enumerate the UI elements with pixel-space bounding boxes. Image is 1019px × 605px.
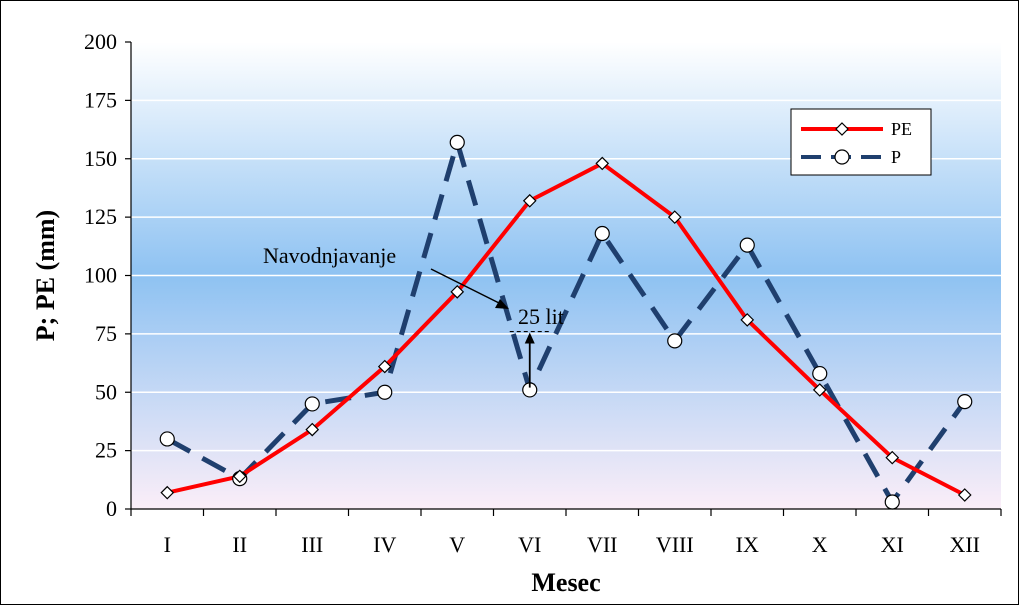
- x-tick-label: V: [449, 532, 465, 557]
- y-tick-label: 175: [84, 87, 117, 112]
- p-marker: [812, 365, 828, 382]
- legend-box: [790, 108, 932, 176]
- annotations: Navodnjavanje 25 lit: [263, 243, 564, 388]
- y-tick-label: 50: [95, 379, 117, 404]
- p-series-line: [166, 139, 967, 505]
- p-marker: [159, 431, 175, 447]
- legend-label: PE: [891, 119, 912, 139]
- y-tick-label: 100: [84, 263, 117, 288]
- p-marker: [957, 393, 973, 410]
- legend: PE P: [790, 108, 932, 176]
- pe-marker: [667, 210, 682, 224]
- p-marker: [449, 134, 465, 151]
- pe-marker: [450, 284, 465, 299]
- amount-annotation: 25 lit: [518, 304, 564, 329]
- x-tick-label: III: [301, 532, 323, 557]
- pe-marker: [812, 383, 827, 397]
- p-marker: [594, 225, 610, 242]
- y-tick-label: 125: [84, 204, 117, 229]
- x-tick-label: IX: [736, 532, 759, 557]
- pe-marker: [885, 450, 900, 465]
- p-marker: [377, 384, 393, 400]
- p-marker: [884, 494, 900, 510]
- x-tick-label: IV: [373, 532, 396, 557]
- y-tick-label: 0: [106, 496, 117, 521]
- pe-marker: [305, 422, 320, 437]
- p-marker: [667, 333, 683, 349]
- irrigation-annotation: Navodnjavanje: [263, 243, 396, 268]
- axes: [125, 41, 1002, 516]
- x-tick-label: VIII: [656, 532, 694, 557]
- pe-marker: [835, 122, 849, 136]
- amount-arrowhead: [524, 332, 535, 344]
- y-tick-label: 75: [95, 321, 117, 346]
- pe-marker: [740, 313, 755, 327]
- pe-marker: [160, 485, 175, 500]
- pe-series-line: [166, 161, 966, 497]
- legend-label: P: [891, 147, 901, 167]
- pe-marker: [595, 156, 610, 171]
- pe-marker: [232, 469, 247, 484]
- irrigation-arrowhead: [495, 299, 509, 309]
- p-marker: [739, 237, 755, 253]
- p-marker: [304, 396, 320, 412]
- x-tick-label: VII: [587, 532, 618, 557]
- irrigation-arrow: [430, 268, 502, 305]
- p-marker: [834, 149, 850, 165]
- x-tick-label: II: [232, 532, 247, 557]
- x-tick-label: XI: [881, 532, 904, 557]
- y-tick-label: 200: [84, 29, 117, 54]
- x-tick-label: VI: [518, 532, 541, 557]
- x-axis-title: Mesec: [531, 568, 600, 597]
- series-group: [159, 134, 973, 510]
- y-tick-label: 25: [95, 438, 117, 463]
- pe-marker: [522, 193, 537, 208]
- pe-marker: [377, 359, 392, 374]
- y-axis-title: P; PE (mm): [31, 210, 60, 341]
- x-tick-label: XII: [949, 532, 980, 557]
- x-tick-label: X: [812, 532, 828, 557]
- y-tick-label: 150: [84, 146, 117, 171]
- x-tick-label: I: [164, 532, 171, 557]
- pe-marker: [957, 488, 972, 502]
